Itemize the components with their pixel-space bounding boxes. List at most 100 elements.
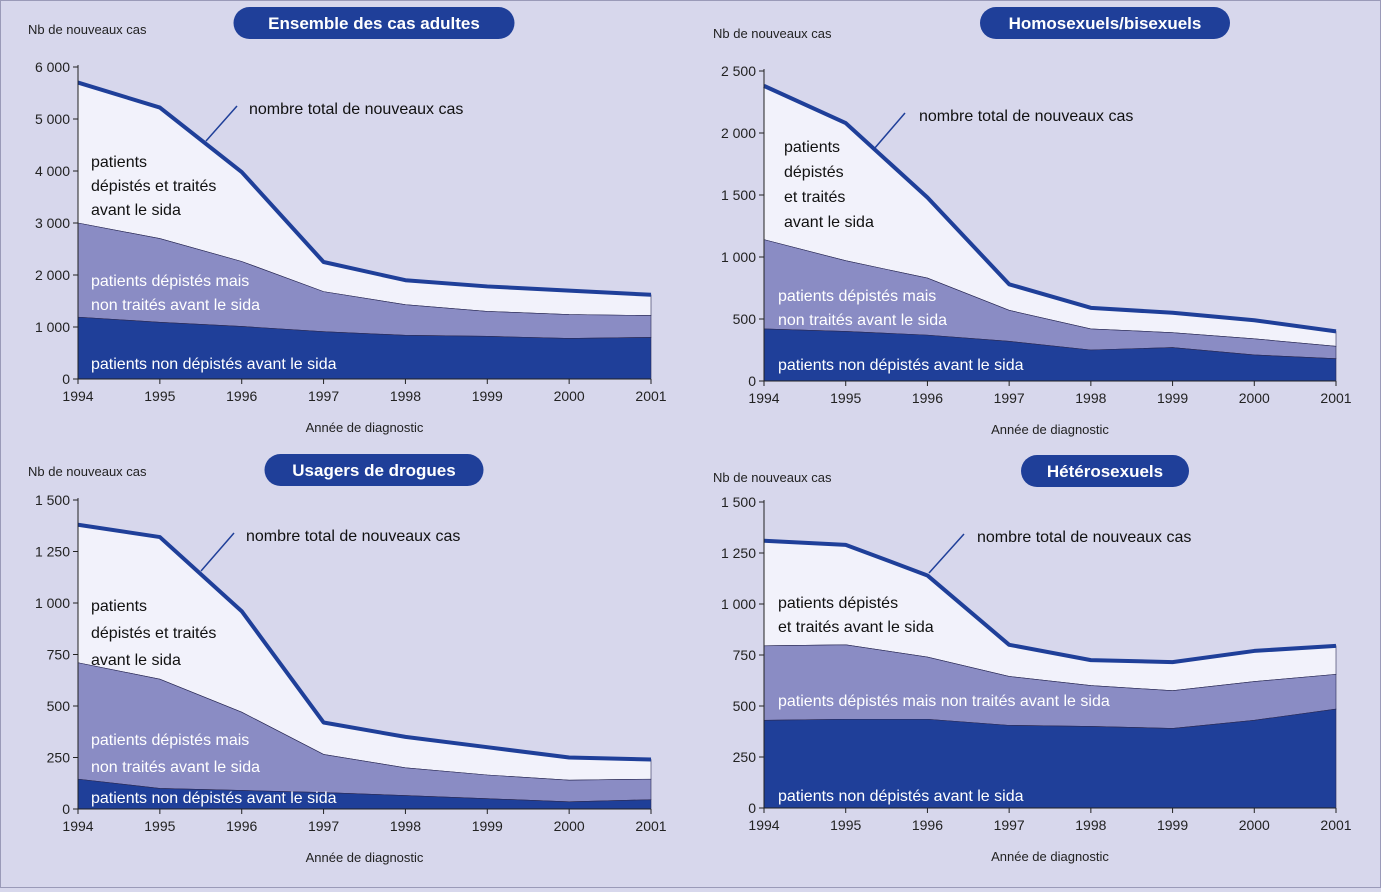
- chart-4: 0 250 500 750 1 000 1 250 1 500 1994 1995 1996 199…: [713, 455, 1352, 864]
- total-leader-line: [205, 105, 238, 142]
- middle-area-label: non traités avant le sida: [91, 297, 260, 314]
- middle-area-label: patients dépistés mais: [91, 273, 249, 290]
- middle-area-label: patients dépistés mais non traités avant…: [778, 693, 1110, 710]
- middle-area-label: patients dépistés mais: [91, 732, 249, 749]
- y-tick-label: 0: [748, 373, 756, 389]
- x-tick-label: 1996: [912, 817, 943, 833]
- top-area-label: et traités avant le sida: [778, 619, 934, 636]
- y-tick-label: 1 500: [721, 187, 756, 203]
- y-axis-label: Nb de nouveaux cas: [28, 22, 147, 37]
- y-axis-label: Nb de nouveaux cas: [713, 26, 832, 41]
- middle-area-label: non traités avant le sida: [91, 759, 260, 776]
- x-tick-label: 1995: [144, 388, 175, 404]
- x-tick-label: 2001: [1320, 817, 1351, 833]
- y-tick-label: 1 000: [35, 595, 70, 611]
- chart-title: Ensemble des cas adultes: [268, 14, 480, 33]
- x-tick-label: 1996: [226, 818, 257, 834]
- y-tick-label: 3 000: [35, 215, 70, 231]
- x-tick-label: 1995: [830, 390, 861, 406]
- total-leader-line: [200, 532, 235, 572]
- title-pill: [264, 454, 484, 486]
- x-axis-label: Année de diagnostic: [306, 420, 424, 435]
- y-tick-label: 4 000: [35, 163, 70, 179]
- top-area-label: dépistés et traités: [91, 625, 216, 642]
- title-pill: [233, 7, 515, 39]
- x-tick-label: 1999: [472, 818, 503, 834]
- x-tick-label: 1998: [390, 818, 421, 834]
- title-pill: [1021, 455, 1189, 487]
- x-tick-label: 1996: [912, 390, 943, 406]
- total-line: [77, 522, 652, 762]
- y-tick-label: 500: [733, 311, 757, 327]
- y-tick-label: 500: [47, 698, 71, 714]
- title-pill: [980, 7, 1230, 39]
- bottom-area-label: patients non dépistés avant le sida: [778, 357, 1024, 374]
- y-tick-label: 750: [733, 647, 757, 663]
- x-tick-label: 1997: [308, 818, 339, 834]
- y-tick-label: 2 500: [721, 63, 756, 79]
- x-axis-label: Année de diagnostic: [991, 849, 1109, 864]
- x-tick-label: 1998: [390, 388, 421, 404]
- y-tick-label: 2 000: [721, 125, 756, 141]
- y-tick-label: 0: [62, 371, 70, 387]
- bottom-area-label: patients non dépistés avant le sida: [778, 788, 1024, 805]
- x-tick-label: 1997: [994, 817, 1025, 833]
- x-tick-label: 1999: [472, 388, 503, 404]
- x-tick-label: 1995: [144, 818, 175, 834]
- x-tick-label: 2000: [1239, 817, 1270, 833]
- x-tick-label: 1997: [308, 388, 339, 404]
- top-area-label: patients: [91, 154, 147, 171]
- top-area-label: patients: [91, 598, 147, 615]
- y-axis-label: Nb de nouveaux cas: [713, 470, 832, 485]
- top-area-label: avant le sida: [784, 214, 874, 231]
- y-tick-label: 1 000: [35, 319, 70, 335]
- x-tick-label: 1994: [62, 388, 93, 404]
- x-tick-label: 2000: [1239, 390, 1270, 406]
- total-leader-line: [928, 533, 965, 574]
- y-tick-label: 1 250: [721, 545, 756, 561]
- top-area-label: avant le sida: [91, 202, 181, 219]
- y-tick-label: 6 000: [35, 59, 70, 75]
- x-tick-label: 1994: [748, 817, 779, 833]
- x-tick-label: 1999: [1157, 390, 1188, 406]
- y-tick-label: 750: [47, 647, 71, 663]
- chart-3: 0 250 500 750 1 000 1 250 1 500 1994 1995 1996 199…: [28, 454, 667, 865]
- y-tick-label: 2 000: [35, 267, 70, 283]
- top-area-label: et traités: [784, 189, 845, 206]
- x-tick-label: 1995: [830, 817, 861, 833]
- x-tick-label: 2001: [1320, 390, 1351, 406]
- y-tick-label: 1 250: [35, 544, 70, 560]
- x-tick-label: 1999: [1157, 817, 1188, 833]
- chart-title: Homosexuels/bisexuels: [1009, 14, 1202, 33]
- x-tick-label: 2000: [554, 388, 585, 404]
- y-tick-label: 1 500: [721, 494, 756, 510]
- y-tick-label: 250: [47, 750, 71, 766]
- x-tick-label: 1997: [994, 390, 1025, 406]
- y-tick-label: 250: [733, 749, 757, 765]
- y-tick-label: 5 000: [35, 111, 70, 127]
- y-tick-label: 1 500: [35, 492, 70, 508]
- chart-title: Usagers de drogues: [292, 461, 455, 480]
- x-tick-label: 1998: [1075, 390, 1106, 406]
- x-tick-label: 1994: [62, 818, 93, 834]
- total-leader-line: [873, 112, 906, 150]
- x-axis-label: Année de diagnostic: [306, 850, 424, 865]
- top-area-label: patients: [784, 139, 840, 156]
- middle-area-label: patients dépistés mais: [778, 288, 936, 305]
- y-tick-label: 0: [748, 800, 756, 816]
- bottom-area-label: patients non dépistés avant le sida: [91, 790, 337, 807]
- total-line: [763, 538, 1337, 665]
- middle-area-label: non traités avant le sida: [778, 312, 947, 329]
- x-tick-label: 2001: [635, 818, 666, 834]
- x-tick-label: 1996: [226, 388, 257, 404]
- x-axis-label: Année de diagnostic: [991, 422, 1109, 437]
- total-label: nombre total de nouveaux cas: [246, 528, 460, 545]
- total-label: nombre total de nouveaux cas: [919, 108, 1133, 125]
- top-area-label: patients dépistés: [778, 595, 898, 612]
- chart-title: Hétérosexuels: [1047, 462, 1163, 481]
- chart-2: 0 500 1 000 1 500 2 000 2 500 1994 1995 1996 1997…: [713, 7, 1352, 437]
- x-tick-label: 1998: [1075, 817, 1106, 833]
- top-area-label: dépistés et traités: [91, 178, 216, 195]
